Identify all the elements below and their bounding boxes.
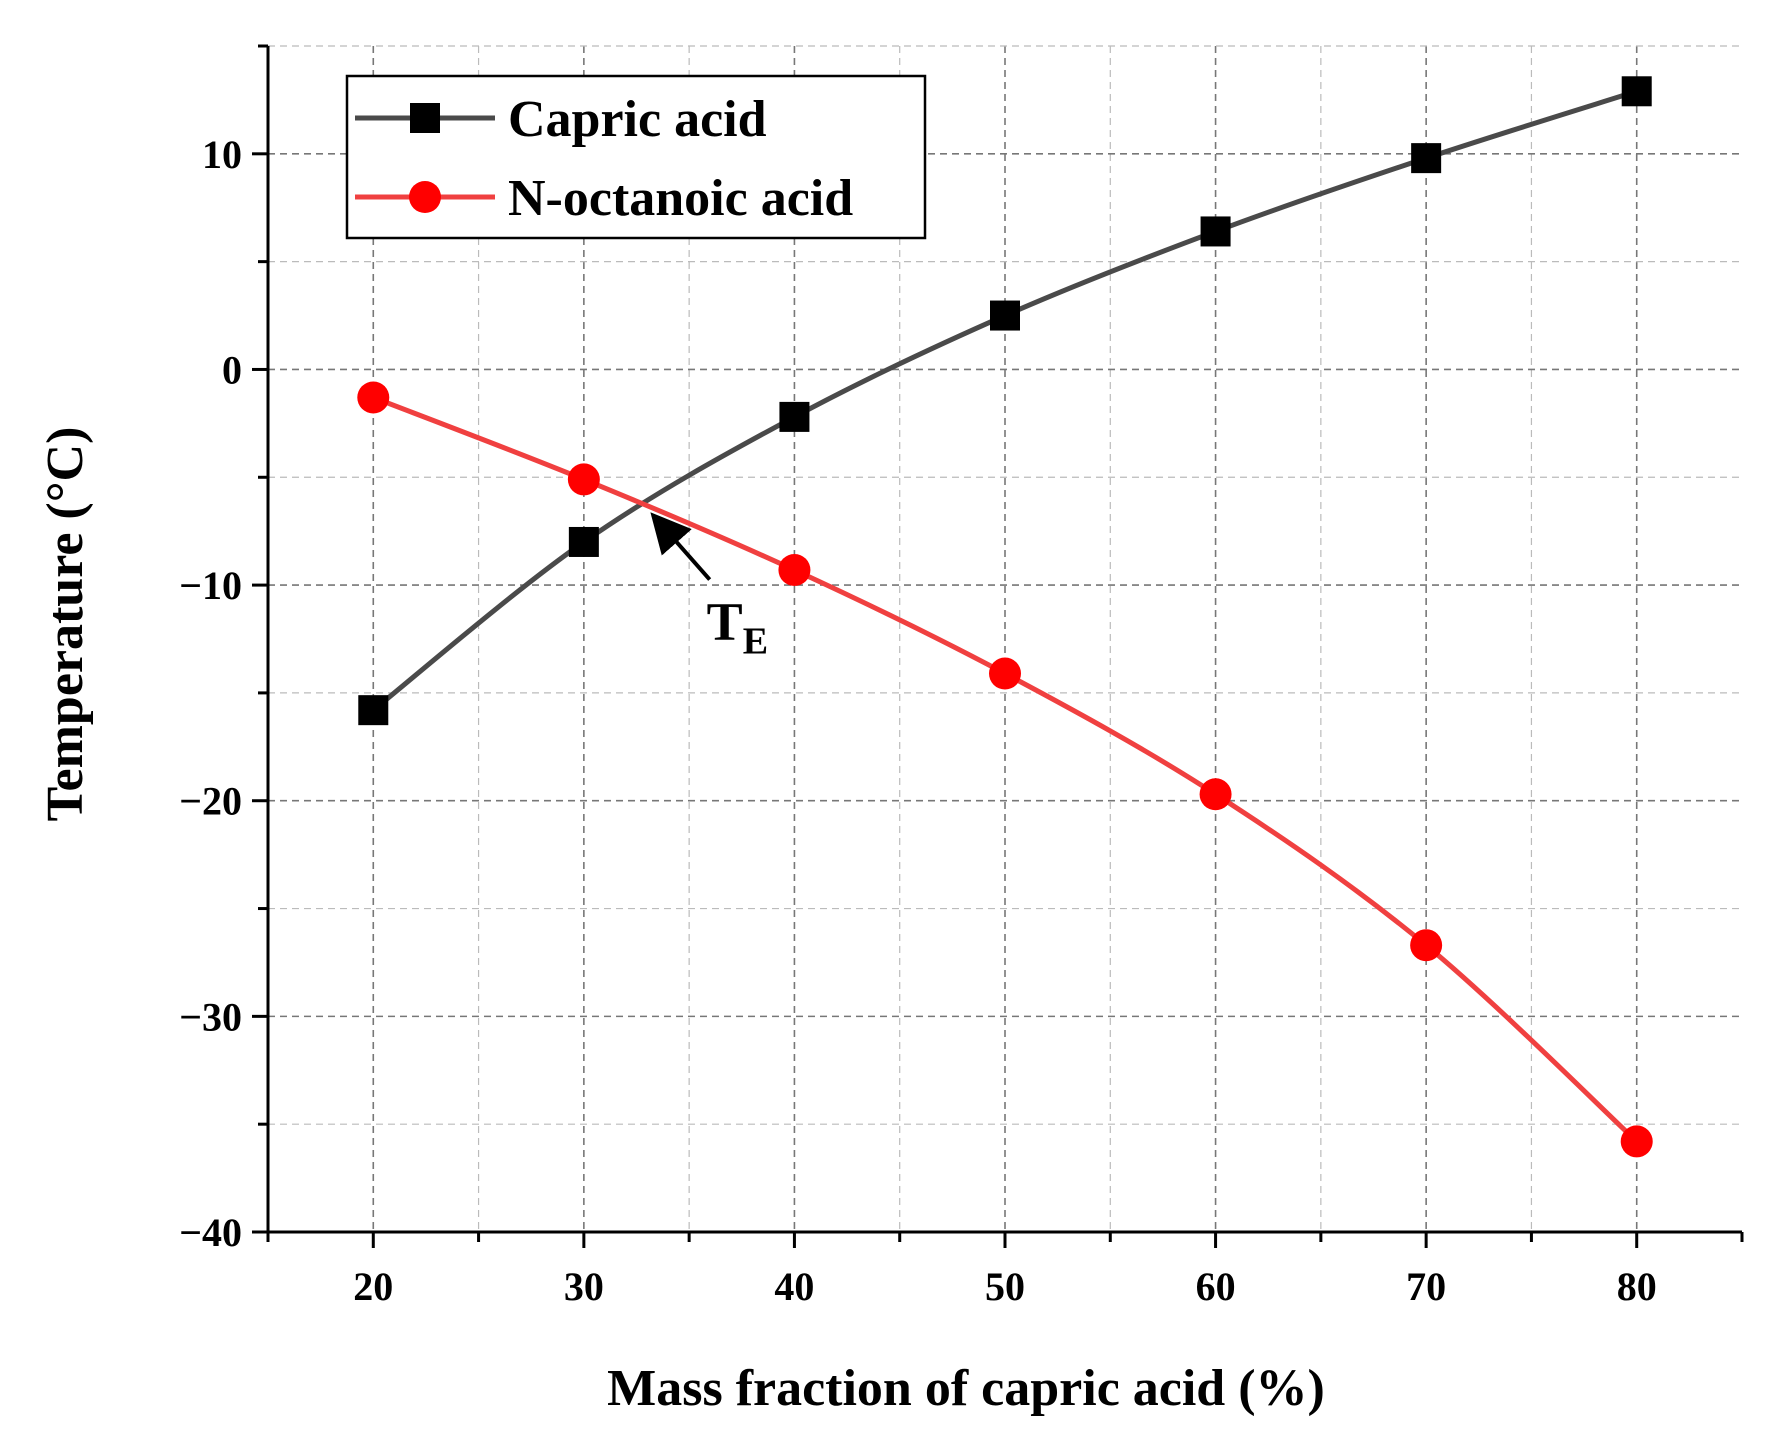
data-point-capric (358, 695, 389, 726)
y-axis-title: Temperature (°C) (37, 427, 94, 822)
y-tick-label: −20 (179, 779, 242, 824)
x-tick-label: 80 (1617, 1264, 1657, 1309)
data-point-capric (779, 401, 810, 432)
data-point-capric (1411, 143, 1442, 174)
x-tick-label: 40 (774, 1264, 814, 1309)
eutectic-annotation: TE (650, 512, 768, 663)
x-axis-title: Mass fraction of capric acid (%) (607, 1360, 1325, 1417)
x-tick-label: 50 (985, 1264, 1025, 1309)
data-point-octanoic (1410, 929, 1443, 962)
data-point-octanoic (1620, 1125, 1653, 1158)
y-tick-label: −10 (179, 563, 242, 608)
legend-label-octanoic: N-octanoic acid (508, 170, 853, 227)
legend-marker-octanoic (409, 181, 441, 213)
x-tick-label: 60 (1196, 1264, 1236, 1309)
x-tick-label: 20 (353, 1264, 393, 1309)
eutectic-label: TE (707, 592, 768, 663)
x-tick-label: 70 (1406, 1264, 1446, 1309)
legend-label-capric: Capric acid (508, 91, 767, 148)
data-point-capric (1200, 216, 1231, 247)
grid (268, 45, 1742, 1232)
data-point-capric (568, 526, 599, 557)
axes: 20 30 40 50 60 70 80 −40 −30 −20 −10 0 10 (179, 44, 1744, 1309)
data-point-octanoic (567, 463, 600, 496)
y-tick-label: −40 (179, 1210, 242, 1255)
y-tick-label: 10 (202, 132, 242, 177)
legend-marker-capric (410, 103, 440, 133)
legend-box (345, 74, 927, 240)
data-point-octanoic (778, 553, 811, 586)
data-point-octanoic (357, 381, 390, 414)
y-tick-label: 0 (222, 347, 242, 392)
y-tick-label: −30 (179, 994, 242, 1039)
data-point-capric (990, 300, 1020, 331)
data-point-octanoic (1199, 778, 1232, 811)
eutectic-arrow (650, 512, 712, 581)
data-point-capric (1621, 76, 1652, 107)
series-layer (357, 76, 1653, 1158)
eutectic-label-sub: E (743, 621, 768, 663)
eutectic-label-main: T (707, 592, 743, 652)
legend: Capric acid N-octanoic acid (345, 74, 927, 240)
x-tick-label: 30 (564, 1264, 604, 1309)
data-point-octanoic (989, 657, 1021, 690)
